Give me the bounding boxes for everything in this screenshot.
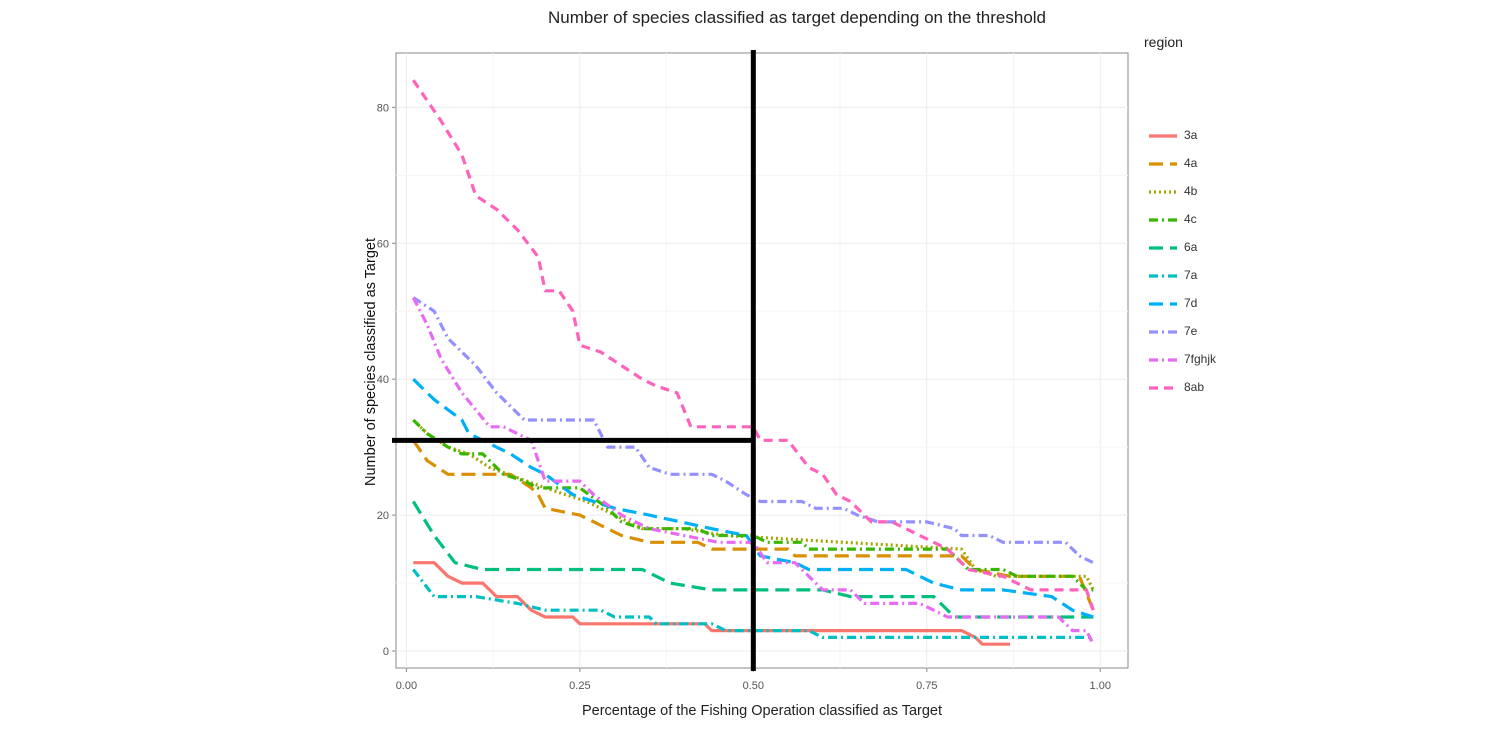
legend-label: 8ab <box>1184 380 1205 394</box>
legend-key-7e <box>1149 330 1177 334</box>
legend-title: region <box>1144 34 1183 50</box>
legend-item-4c: 4c <box>1147 207 1257 235</box>
legend-item-3a: 3a <box>1147 123 1257 151</box>
y-axis-label: Number of species classified as Target <box>363 238 379 486</box>
x-tick-label: 0.25 <box>569 680 590 692</box>
y-tick-label: 20 <box>377 510 389 522</box>
series-line-8ab <box>411 79 1095 611</box>
series-line-7d <box>412 378 1094 619</box>
legend-key-7fghjk <box>1149 358 1177 362</box>
series-line-6a <box>411 500 1094 619</box>
plot-panel <box>395 52 1129 669</box>
legend-key-8ab <box>1149 386 1177 390</box>
legend-item-4a: 4a <box>1147 151 1257 179</box>
y-tick-label: 80 <box>377 102 389 114</box>
legend-key-6a <box>1149 246 1177 250</box>
legend-key-7d <box>1149 302 1177 306</box>
series-line-7a <box>412 568 1094 639</box>
x-tick-label: 1.00 <box>1090 680 1111 692</box>
legend-key-4a <box>1149 162 1177 166</box>
y-tick-label: 0 <box>383 646 389 658</box>
legend-label: 7a <box>1184 268 1198 282</box>
y-tick-label: 40 <box>377 374 389 386</box>
legend-label: 6a <box>1184 240 1198 254</box>
x-tick-label: 0.00 <box>396 680 417 692</box>
legend-label: 3a <box>1184 128 1198 142</box>
legend-item-6a: 6a <box>1147 235 1257 263</box>
legend-label: 7fghjk <box>1184 352 1217 366</box>
chart-title: Number of species classified as target d… <box>547 8 1047 27</box>
legend-key-3a <box>1149 134 1177 138</box>
tick-layer: 0.00 0.25 0.50 0.75 1.00 0 20 40 60 80 <box>377 102 1111 692</box>
legend-label: 7d <box>1184 296 1198 310</box>
legend-label: 7e <box>1184 324 1198 338</box>
legend-label: 4c <box>1184 212 1197 226</box>
legend-key-4c <box>1149 218 1177 222</box>
legend-label: 4b <box>1184 184 1198 198</box>
series-line-3a <box>413 561 1010 646</box>
legend-key-7a <box>1149 274 1177 278</box>
legend-item-7e: 7e <box>1147 319 1257 347</box>
legend-item-4b: 4b <box>1147 179 1257 207</box>
x-tick-label: 0.75 <box>916 680 937 692</box>
legend: 3a 4a 4b 4c 6a 7a 7d 7e 7fghjk 8ab <box>1147 123 1257 403</box>
legend-item-7d: 7d <box>1147 291 1257 319</box>
legend-key-4b <box>1149 190 1177 194</box>
series-line-4a <box>411 439 1095 611</box>
legend-item-7a: 7a <box>1147 263 1257 291</box>
series-line-4c <box>412 418 1094 592</box>
y-tick-label: 60 <box>377 238 389 250</box>
x-axis-label: Percentage of the Fishing Operation clas… <box>581 703 943 719</box>
legend-item-8ab: 8ab <box>1147 375 1257 403</box>
legend-label: 4a <box>1184 156 1198 170</box>
legend-item-7fghjk: 7fghjk <box>1147 347 1257 375</box>
reference-lines <box>392 50 756 671</box>
x-tick-label: 0.50 <box>743 680 764 692</box>
series-line-7fghjk <box>411 296 1095 645</box>
